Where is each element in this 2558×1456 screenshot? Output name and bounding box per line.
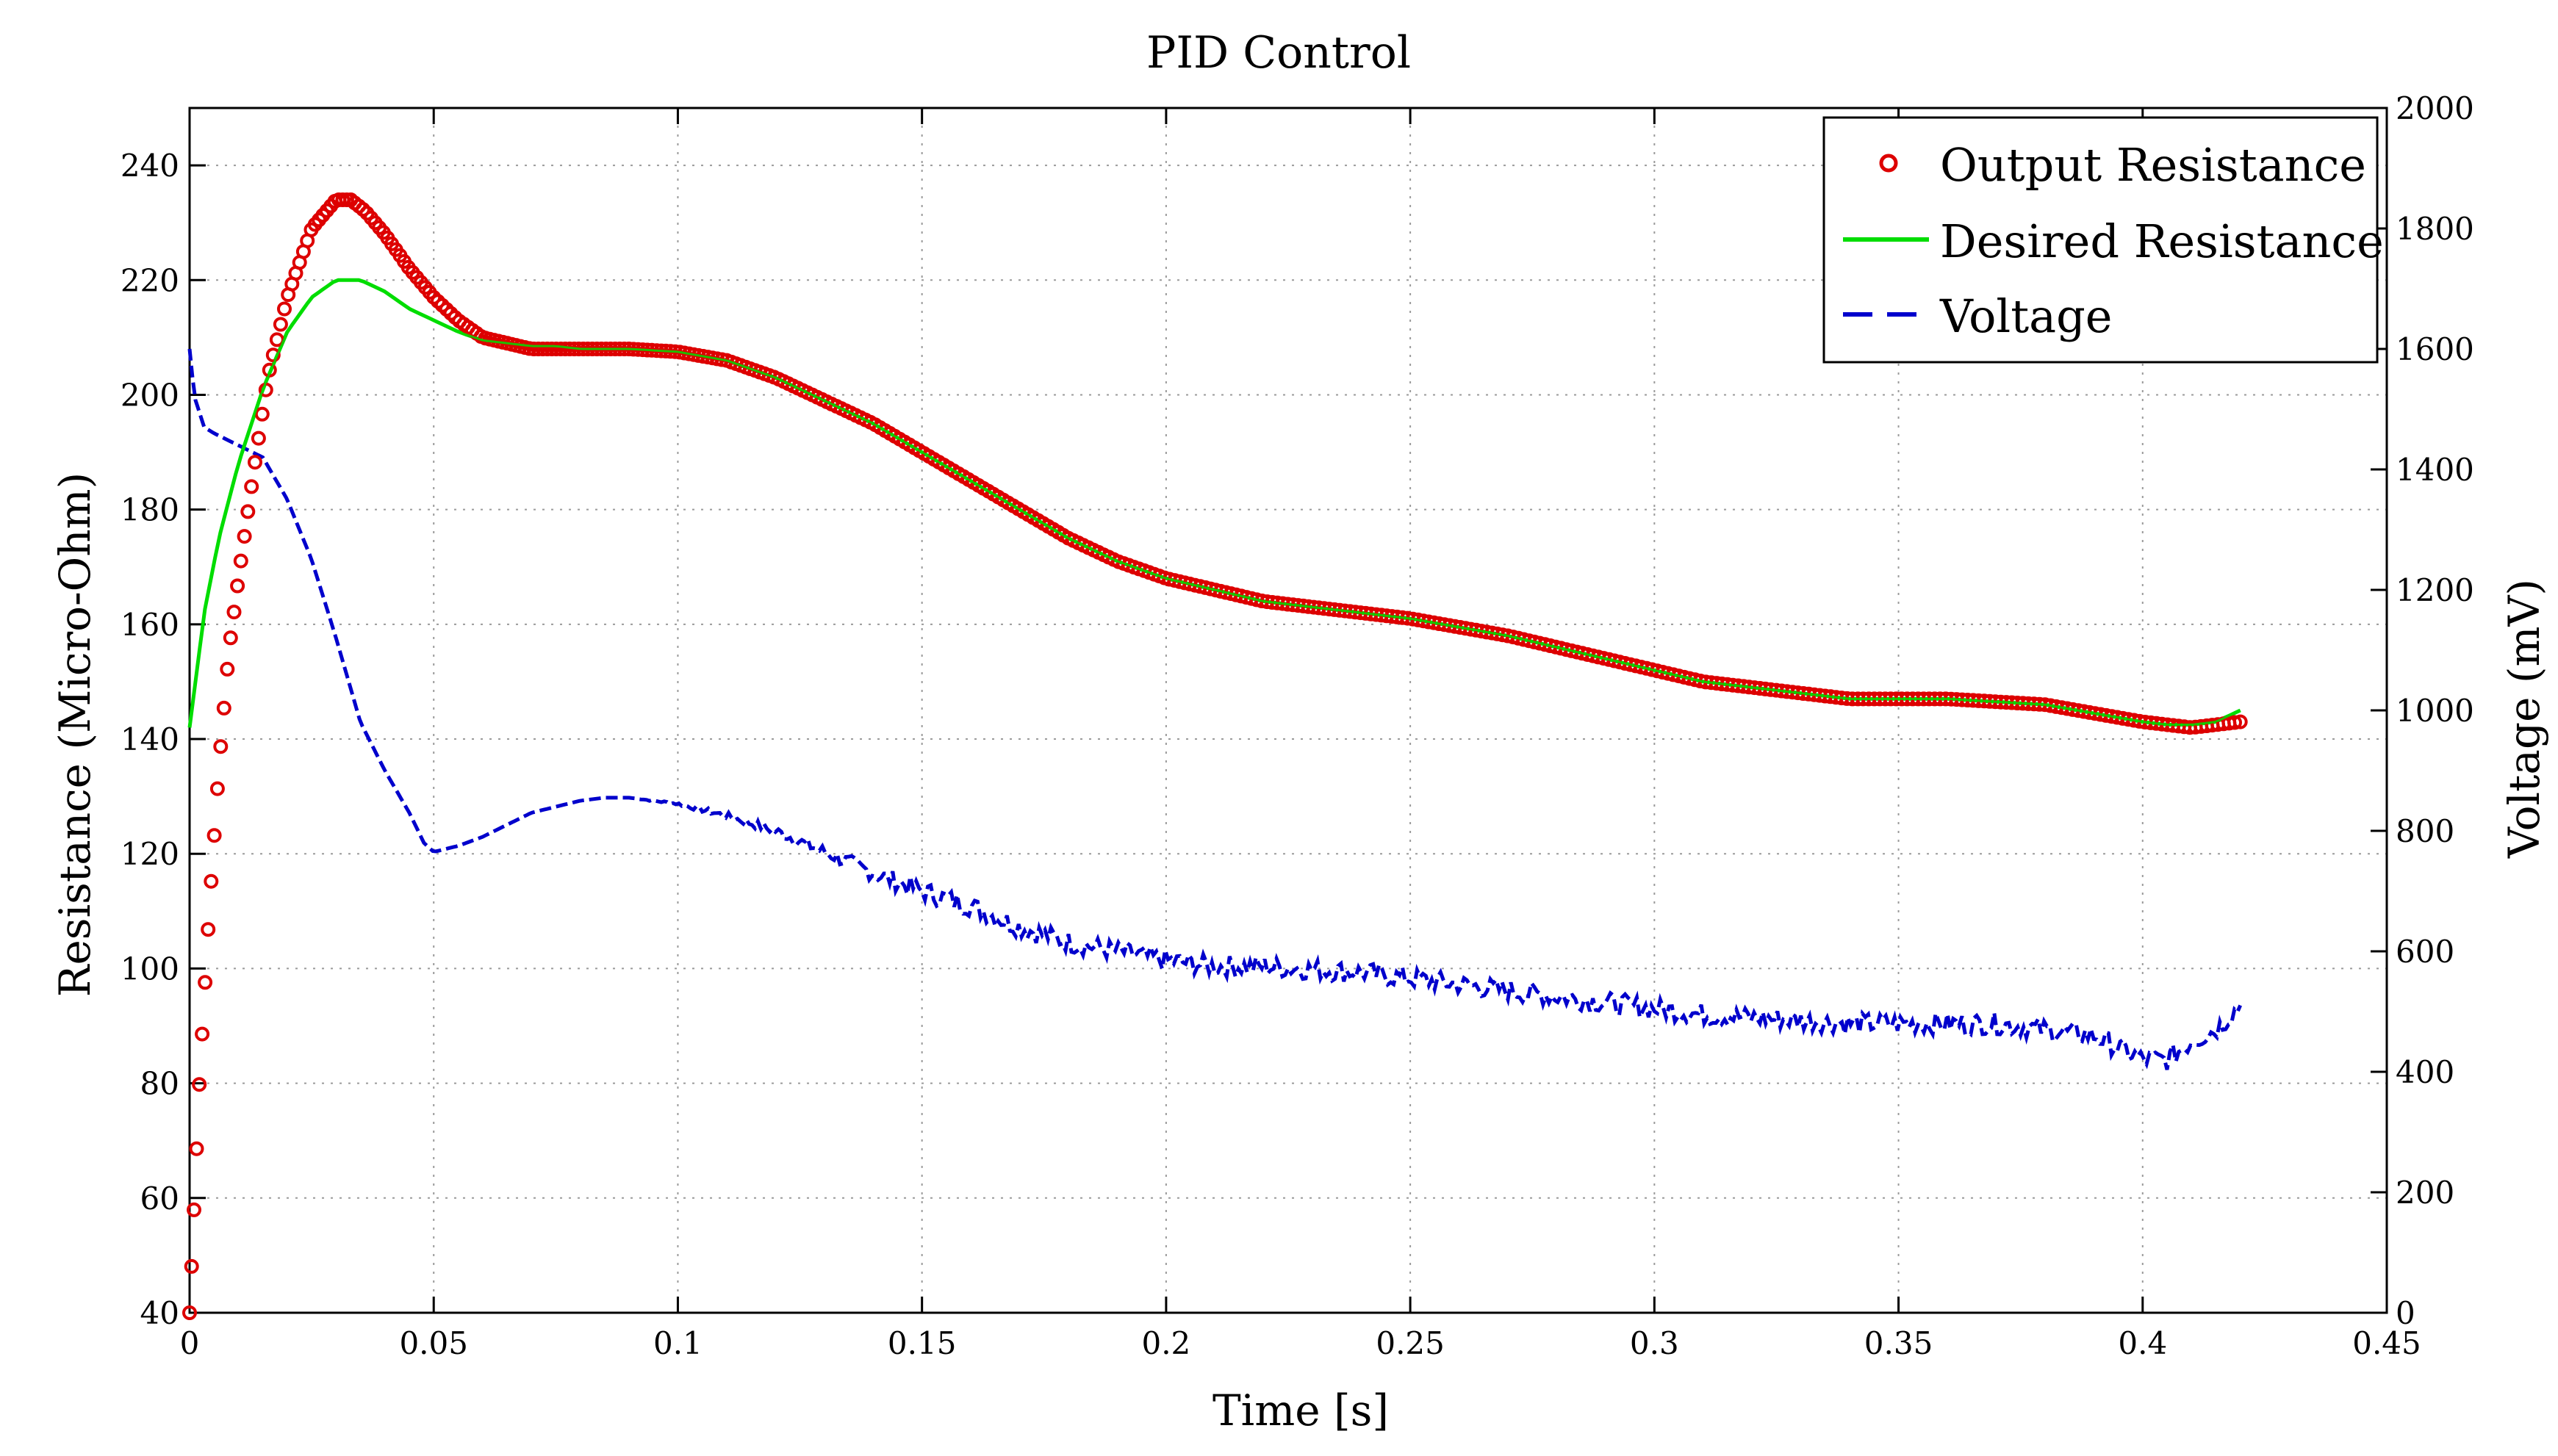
y2-axis-title: Voltage (mV) [2499,579,2549,859]
output-resistance-point [187,1202,201,1217]
y-tick-label: 200 [121,377,179,413]
output-resistance-point [198,975,213,990]
output-resistance-point [216,700,231,716]
output-resistance-point [201,922,216,937]
output-resistance-point [230,578,245,594]
output-resistance-point [265,347,281,363]
y-tick-label: 40 [140,1295,179,1331]
output-resistance-point [254,406,270,422]
ticks [188,107,2388,1314]
y-tick-label: 180 [121,492,179,528]
x-tick-label: 0.2 [1141,1325,1190,1361]
y2-tick-labels: 0 200 400 600 800 1000 1200 1400 1600 1800 2000 [2396,90,2474,1331]
output-resistance-point [192,1077,207,1092]
y-tick-label: 100 [121,951,179,987]
x-tick-label: 0.4 [2118,1325,2167,1361]
legend-label-output-resistance: Output Resistance [1940,138,2366,192]
output-resistance-point [182,1305,197,1320]
x-tick-label: 0.05 [399,1325,468,1361]
output-resistance-point [251,430,266,446]
output-resistance-point [240,504,256,519]
output-resistance-point [2232,714,2248,729]
voltage-line [187,348,2242,1070]
x-tick-label: 0.1 [653,1325,703,1361]
output-resistance-point [277,301,292,317]
output-resistance-point [535,342,550,356]
y-tick-label: 140 [121,721,179,757]
output-resistance-point [248,455,262,470]
y2-tick-label: 1000 [2396,693,2474,729]
y-tick-label: 80 [140,1066,179,1102]
y2-tick-label: 2000 [2396,90,2474,126]
output-resistance-point [531,342,546,356]
chart-title: PID Control [1146,27,1411,79]
y2-tick-label: 1200 [2396,572,2474,608]
y2-tick-label: 400 [2396,1054,2454,1090]
x-tick-labels: 0 0.05 0.1 0.15 0.2 0.25 0.3 0.35 0.4 0.45 [180,1325,2421,1361]
y2-tick-label: 800 [2396,813,2454,849]
output-resistance-point [237,529,252,544]
x-tick-label: 0.3 [1630,1325,1679,1361]
output-resistance-point [213,739,229,754]
legend: Output Resistance Desired Resistance Vol… [1822,116,2384,364]
output-resistance-point [244,479,259,494]
output-resistance-point [226,605,242,620]
legend-label-desired-resistance: Desired Resistance [1940,215,2384,268]
x-tick-label: 0.15 [888,1325,957,1361]
y-tick-labels: 40 60 80 100 120 140 160 180 200 220 240 [121,148,179,1331]
output-resistance-point [549,342,564,356]
legend-label-voltage: Voltage [1939,289,2113,343]
x-tick-label: 0.35 [1864,1325,1933,1361]
output-resistance-point [544,342,559,356]
output-resistance-point [273,317,288,332]
output-resistance-point [553,342,569,356]
y2-tick-label: 1400 [2396,452,2474,488]
y2-tick-label: 200 [2396,1175,2454,1211]
output-resistance-point [209,781,225,796]
y-tick-label: 240 [121,148,179,184]
output-resistance-point [204,873,219,889]
x-tick-label: 0.45 [2352,1325,2421,1361]
output-resistance-point [184,1258,199,1274]
x-tick-label: 0.25 [1376,1325,1445,1361]
output-resistance-point [189,1141,204,1156]
output-resistance-point [223,630,238,646]
y2-tick-label: 600 [2396,934,2454,970]
output-resistance-point [233,553,248,569]
y2-tick-label: 1600 [2396,331,2474,367]
output-resistance-point [2227,715,2242,730]
output-resistance-point [195,1026,210,1042]
y-tick-label: 120 [121,836,179,872]
y-tick-label: 160 [121,607,179,643]
x-tick-label: 0 [180,1325,200,1361]
series-voltage [187,348,2242,1070]
output-resistance-point [206,828,222,843]
legend-marker-output-resistance [1879,154,1898,173]
y-tick-label: 60 [140,1181,179,1217]
y2-tick-label: 1800 [2396,211,2474,247]
output-resistance-point [539,342,555,356]
desired-resistance-line-overlay [188,278,2241,728]
y2-tick-label: 0 [2396,1295,2415,1331]
x-axis-title: Time [s] [1212,1385,1389,1435]
y-tick-label: 220 [121,262,179,298]
output-resistance-point [220,661,235,677]
y-axis-title: Resistance (Micro-Ohm) [50,472,100,997]
series-output-resistance [182,192,2248,1320]
